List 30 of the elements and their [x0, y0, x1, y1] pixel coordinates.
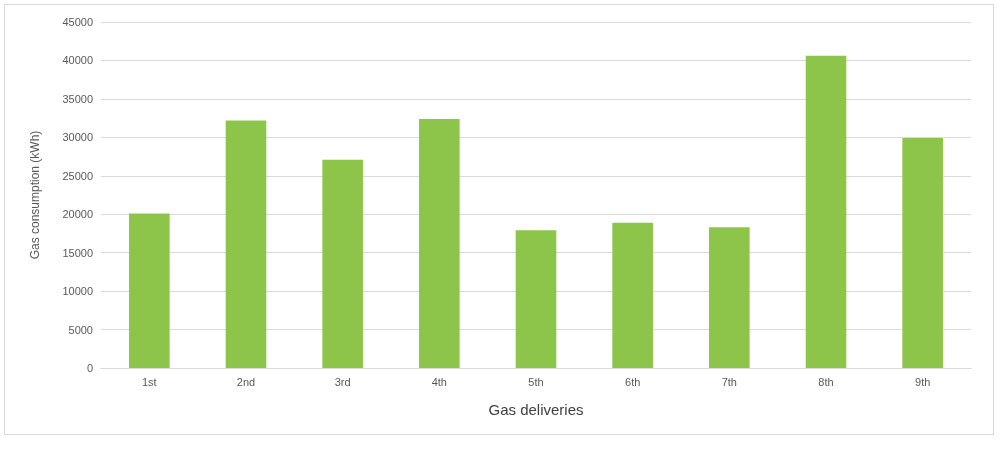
bar [129, 213, 170, 368]
bar [805, 55, 847, 368]
bar [322, 159, 363, 368]
y-axis-title: Gas consumption (kWh) [28, 130, 42, 260]
bar [902, 138, 943, 368]
x-tick-label: 1st [141, 375, 157, 388]
bar [225, 120, 267, 368]
y-tick-label: 30000 [62, 131, 93, 144]
y-tick-label: 20000 [62, 208, 93, 221]
x-tick-label: 3rd [334, 375, 351, 388]
x-tick-label: 9th [915, 375, 931, 388]
bar [709, 227, 750, 368]
x-tick-label: 7th [721, 375, 737, 388]
y-tick-label: 25000 [62, 169, 93, 182]
y-tick-label: 35000 [62, 92, 93, 105]
x-tick-label: 5th [528, 375, 544, 388]
x-tick-label: 4th [431, 375, 447, 388]
x-axis-title: Gas deliveries [488, 401, 584, 418]
y-tick-label: 5000 [68, 323, 93, 336]
bar [612, 222, 653, 368]
x-tick-label: 6th [625, 375, 641, 388]
y-tick-label: 10000 [62, 285, 93, 298]
y-tick-label: 15000 [62, 246, 93, 259]
y-tick-label: 40000 [62, 54, 93, 67]
bar [419, 118, 460, 368]
y-tick-label: 0 [86, 362, 93, 374]
y-tick-label: 45000 [62, 16, 93, 28]
x-tick-label: 8th [818, 375, 834, 388]
bar [515, 230, 557, 368]
x-tick-label: 2nd [236, 375, 256, 388]
